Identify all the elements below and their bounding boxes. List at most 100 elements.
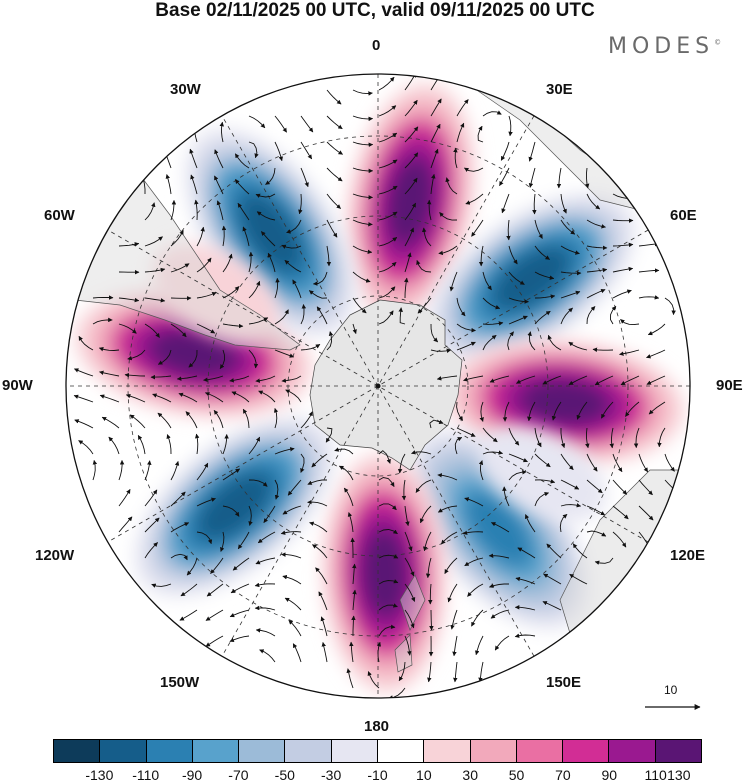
wind-arrow	[586, 245, 608, 251]
lon-label-120w: 120W	[35, 547, 75, 564]
wind-arrow	[430, 123, 441, 143]
wind-arrow	[450, 609, 458, 630]
wind-arrow	[456, 323, 476, 333]
wind-arrow	[508, 245, 518, 265]
wind-arrow	[542, 375, 562, 385]
wind-arrow	[378, 185, 398, 195]
wind-arrow	[234, 179, 250, 195]
wind-arrow	[334, 447, 354, 455]
wind-arrow	[280, 530, 302, 535]
wind-arrow	[456, 122, 465, 143]
wind-arrow	[205, 635, 224, 647]
wind-arrow	[376, 641, 382, 663]
wind-arrow	[92, 459, 98, 481]
wind-arrow	[254, 582, 276, 588]
wind-arrow	[214, 175, 224, 195]
wind-arrow	[378, 579, 399, 585]
wind-arrow	[378, 261, 397, 273]
wind-arrow	[99, 370, 120, 377]
wind-arrow	[259, 649, 276, 663]
wind-arrow	[186, 557, 198, 576]
wind-arrow	[547, 334, 562, 351]
colorbar-segment	[146, 740, 193, 762]
lon-label-30e: 30E	[546, 81, 573, 98]
wind-arrow	[237, 531, 250, 550]
wind-arrow	[527, 401, 536, 422]
wind-arrow	[230, 583, 250, 594]
wind-arrow	[584, 167, 590, 189]
wind-arrow	[534, 310, 551, 325]
wind-arrow	[404, 126, 419, 143]
wind-arrow	[508, 315, 528, 325]
wind-arrow	[449, 271, 458, 292]
wind-arrow	[254, 605, 276, 611]
wind-arrow	[378, 450, 391, 464]
wind-arrow	[222, 323, 244, 329]
wind-arrow	[592, 347, 614, 353]
colorbar-tick-label: -110	[132, 767, 160, 783]
wind-arrow	[352, 271, 371, 283]
colorbar-segment	[331, 740, 378, 762]
wind-arrow	[515, 375, 536, 384]
wind-arrow	[534, 479, 556, 484]
wind-arrow	[482, 271, 492, 291]
wind-arrow	[619, 349, 640, 356]
wind-arrow	[307, 499, 328, 507]
wind-arrow	[312, 544, 328, 559]
wind-arrow	[263, 505, 276, 523]
colorbar-tick-label: -70	[228, 767, 249, 783]
wind-arrow	[560, 503, 582, 508]
wind-arrow	[415, 479, 432, 493]
weak-negative-120e	[479, 426, 607, 522]
wind-arrow	[477, 125, 484, 143]
wind-arrow	[203, 375, 224, 382]
wind-arrow	[646, 349, 666, 359]
colorbar-segment	[516, 740, 564, 762]
wind-arrow	[231, 391, 250, 403]
wind-arrow	[437, 505, 458, 513]
wind-arrow	[572, 543, 588, 559]
wind-arrow	[318, 591, 328, 611]
colorbar-segment	[54, 740, 101, 762]
wind-arrow	[316, 306, 328, 325]
wind-arrow	[625, 401, 640, 417]
wind-arrow	[196, 531, 213, 545]
wind-arrow	[471, 609, 484, 627]
wind-arrow	[78, 440, 94, 455]
anomaly-contour	[519, 378, 610, 427]
antarctica-land	[309, 299, 463, 471]
wind-arrow	[543, 573, 562, 585]
wind-arrow	[352, 219, 373, 227]
wind-arrow	[612, 289, 632, 299]
wind-arrow	[144, 460, 152, 481]
wind-arrow	[326, 219, 338, 238]
wind-arrow	[482, 427, 498, 443]
wind-arrow	[248, 317, 269, 325]
wind-arrow	[560, 193, 567, 214]
wind-arrow	[664, 297, 676, 316]
wind-arrow	[378, 237, 398, 247]
wind-arrow	[210, 557, 224, 574]
anomaly-contour	[360, 527, 409, 619]
anomaly-contour	[491, 246, 572, 312]
wind-arrow	[502, 486, 510, 507]
wind-arrow	[556, 167, 562, 189]
colorbar-segment	[377, 740, 425, 762]
colorbar-tick-label: 10	[416, 767, 432, 783]
wind-arrow	[560, 307, 573, 325]
anomaly-contour	[463, 491, 533, 568]
graticule	[66, 74, 690, 698]
wind-arrow	[534, 294, 556, 299]
wind-arrow	[248, 280, 261, 299]
wind-arrow	[471, 219, 484, 237]
colorbar-tick-labels: -130 -110 -90 -70 -50 -30 -10 10 30 50 70 90 110 130	[0, 767, 750, 783]
wind-arrow	[282, 505, 302, 515]
wind-arrow	[638, 479, 653, 496]
page-title: Base 02/11/2025 00 UTC, valid 09/11/2025…	[155, 0, 595, 21]
wind-arrow	[430, 148, 439, 169]
negative-center-140e	[407, 429, 589, 630]
wind-arrow	[222, 434, 229, 455]
wind-arrow	[287, 479, 302, 496]
lon-label-0: 0	[372, 37, 381, 54]
wind-arrow	[248, 141, 259, 159]
